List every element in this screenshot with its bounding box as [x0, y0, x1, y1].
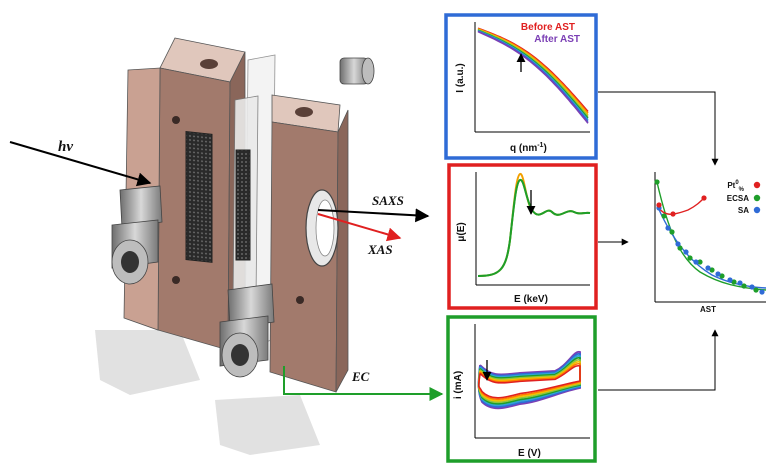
summary-data-point	[677, 245, 683, 251]
saxs-panel: I (a.u.) q (nm-1) Before AST After AST	[444, 13, 598, 160]
summary-data-point	[719, 273, 725, 279]
saxs-arrow	[317, 208, 430, 223]
summary-data-point	[749, 284, 755, 290]
saxs-label: SAXS	[372, 193, 404, 208]
legend-ecsa-marker	[753, 194, 761, 202]
summary-data-point	[701, 195, 707, 201]
ec-curve	[477, 363, 581, 401]
summary-data-point	[665, 225, 671, 231]
summary-data-point	[753, 287, 759, 293]
summary-legend: Pt0% ECSA SA	[727, 180, 761, 215]
ec-xlabel: E (V)	[518, 448, 541, 459]
xas-arrow	[317, 213, 402, 242]
bottom-fitting	[219, 283, 275, 378]
flow-cell-illustration	[95, 37, 375, 455]
beam-label: hν	[58, 139, 73, 155]
summary-data-point	[656, 202, 662, 208]
summary-data-point	[669, 229, 675, 235]
saxs-ylabel: I (a.u.)	[455, 63, 466, 92]
saxs-panel-frame	[444, 13, 598, 160]
mesh-electrode	[185, 130, 213, 263]
ec-curve	[477, 364, 581, 399]
ec-curves	[477, 351, 581, 410]
pt-fit-line	[656, 197, 705, 215]
ec-ylabel: i (mA)	[453, 371, 464, 399]
saxs-curve	[477, 30, 589, 124]
ec-panel: i (mA) E (V)	[446, 315, 597, 463]
summary-data-point	[737, 280, 743, 286]
legend-sa-marker	[753, 206, 761, 214]
summary-points	[654, 179, 767, 295]
xas-xlabel: E (keV)	[514, 294, 548, 305]
top-fitting	[339, 57, 375, 85]
connector-saxs	[598, 91, 719, 166]
ec-label: EC	[351, 369, 370, 384]
legend-after-ast: After AST	[534, 34, 580, 45]
cell-shadow	[95, 330, 200, 395]
legend-pt-marker	[753, 181, 761, 189]
summary-data-point	[697, 259, 703, 265]
summary-data-point	[654, 179, 660, 185]
summary-data-point	[731, 279, 737, 285]
legend-pt-label: Pt0%	[727, 180, 744, 193]
summary-data-point	[715, 271, 721, 277]
summary-data-point	[661, 213, 667, 219]
sa-fit-line	[656, 204, 767, 289]
summary-data-point	[675, 241, 681, 247]
summary-data-point	[670, 211, 676, 217]
summary-data-point	[727, 277, 733, 283]
mesh-electrode	[235, 149, 251, 261]
saxs-curves	[477, 27, 589, 124]
summary-data-point	[705, 265, 711, 271]
left-fitting	[111, 185, 163, 285]
summary-data-point	[683, 249, 689, 255]
legend-sa-label: SA	[738, 206, 749, 215]
legend-ecsa-label: ECSA	[727, 194, 749, 203]
summary-panel: AST Pt0% ECSA SA	[654, 172, 767, 314]
cell-shadow	[215, 395, 320, 455]
summary-xlabel: AST	[700, 305, 716, 314]
xas-panel: μ(E) E (keV)	[447, 163, 598, 310]
xas-label: XAS	[367, 242, 393, 257]
summary-data-point	[759, 289, 765, 295]
summary-data-point	[687, 255, 693, 261]
ec-arrow	[283, 366, 444, 401]
summary-data-point	[741, 283, 747, 289]
right-cell-block	[269, 94, 349, 393]
xas-panel-frame	[447, 163, 598, 310]
legend-before-ast: Before AST	[521, 22, 575, 33]
summary-data-point	[709, 267, 715, 273]
connector-ec	[598, 329, 719, 391]
saxs-xlabel: q (nm-1)	[510, 142, 547, 154]
incident-beam-arrow	[9, 141, 152, 187]
summary-data-point	[693, 259, 699, 265]
xas-ylabel: μ(E)	[456, 222, 467, 241]
